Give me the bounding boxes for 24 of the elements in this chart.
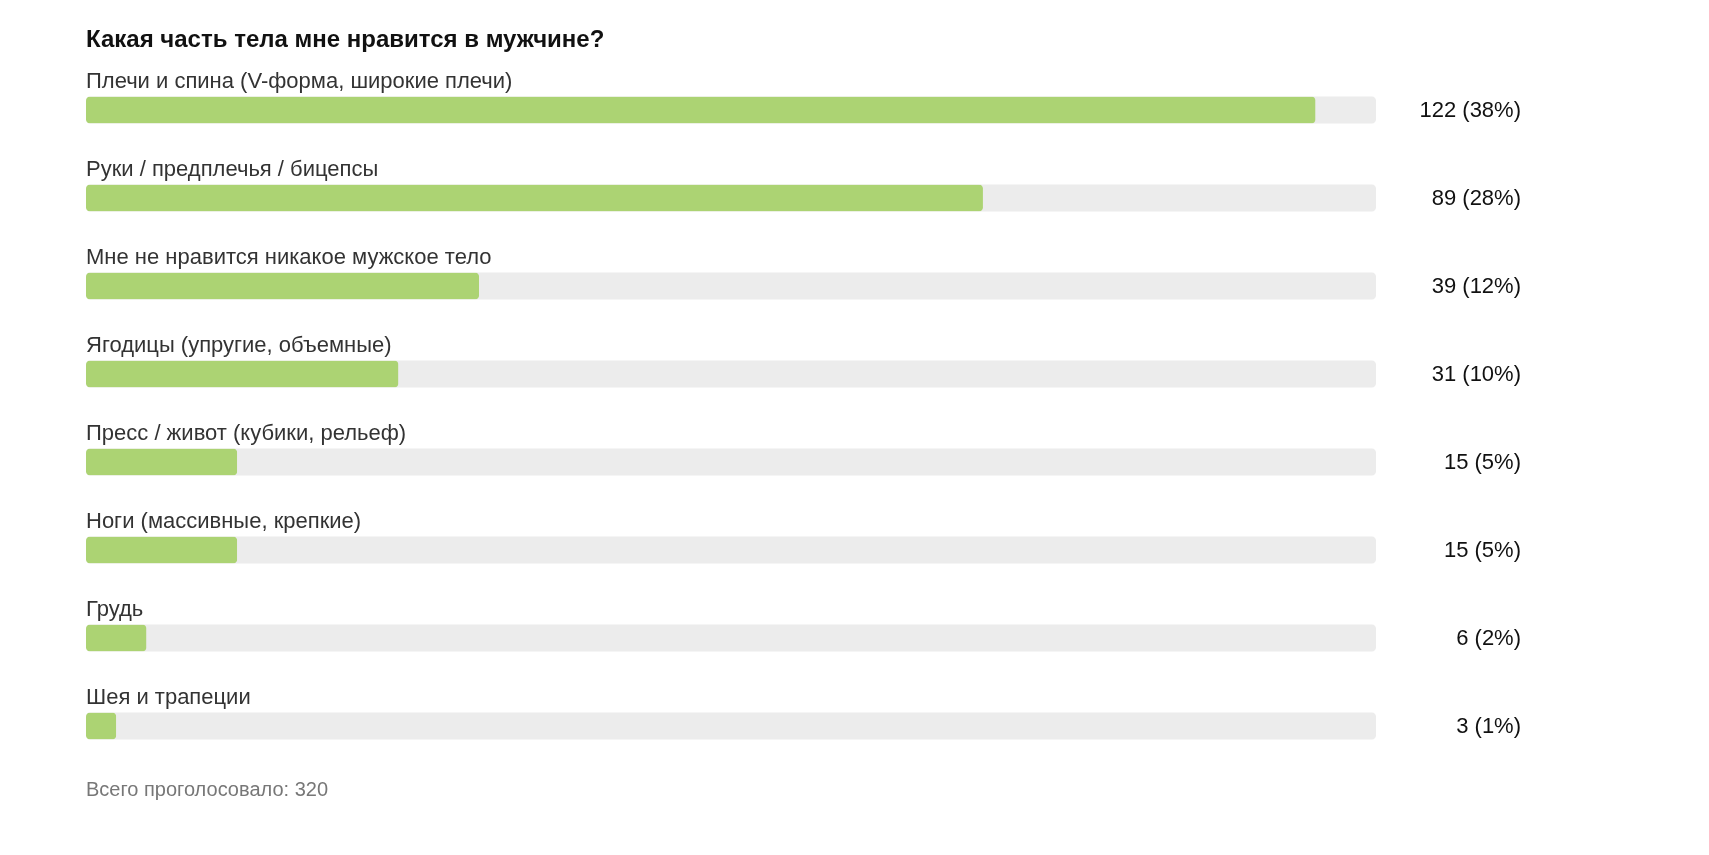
bar [86,448,238,476]
y-tick-label: Шея и трапеции [86,684,251,709]
y-tick-label: Руки / предплечья / бицепсы [86,156,379,181]
y-tick-label: Мне не нравится никакое мужское тело [86,244,492,269]
y-tick-label: Пресс / живот (кубики, рельеф) [86,420,407,445]
data-label: 31 (10%) [1431,361,1521,386]
data-label: 15 (5%) [1443,449,1521,474]
data-label: 3 (1%) [1456,713,1521,738]
bar [86,536,238,564]
y-tick-label: Грудь [86,596,144,621]
data-label: 89 (28%) [1431,185,1521,210]
bar [86,272,480,300]
text: Всего проголосовало: 320 [86,778,329,800]
data-label: 39 (12%) [1431,273,1521,298]
y-tick-label: Ягодицы (упругие, объемные) [86,332,392,357]
y-tick-label: Ноги (массивные, крепкие) [86,508,362,533]
bar [86,624,147,652]
y-tick-label: Плечи и спина (V-форма, широкие плечи) [86,68,513,93]
chart-title: Какая часть тела мне нравится в мужчине? [86,25,605,52]
bar [86,712,117,740]
data-label: 6 (2%) [1456,625,1521,650]
data-label: 15 (5%) [1443,537,1521,562]
data-label: 122 (38%) [1419,97,1521,122]
bar [86,360,399,388]
